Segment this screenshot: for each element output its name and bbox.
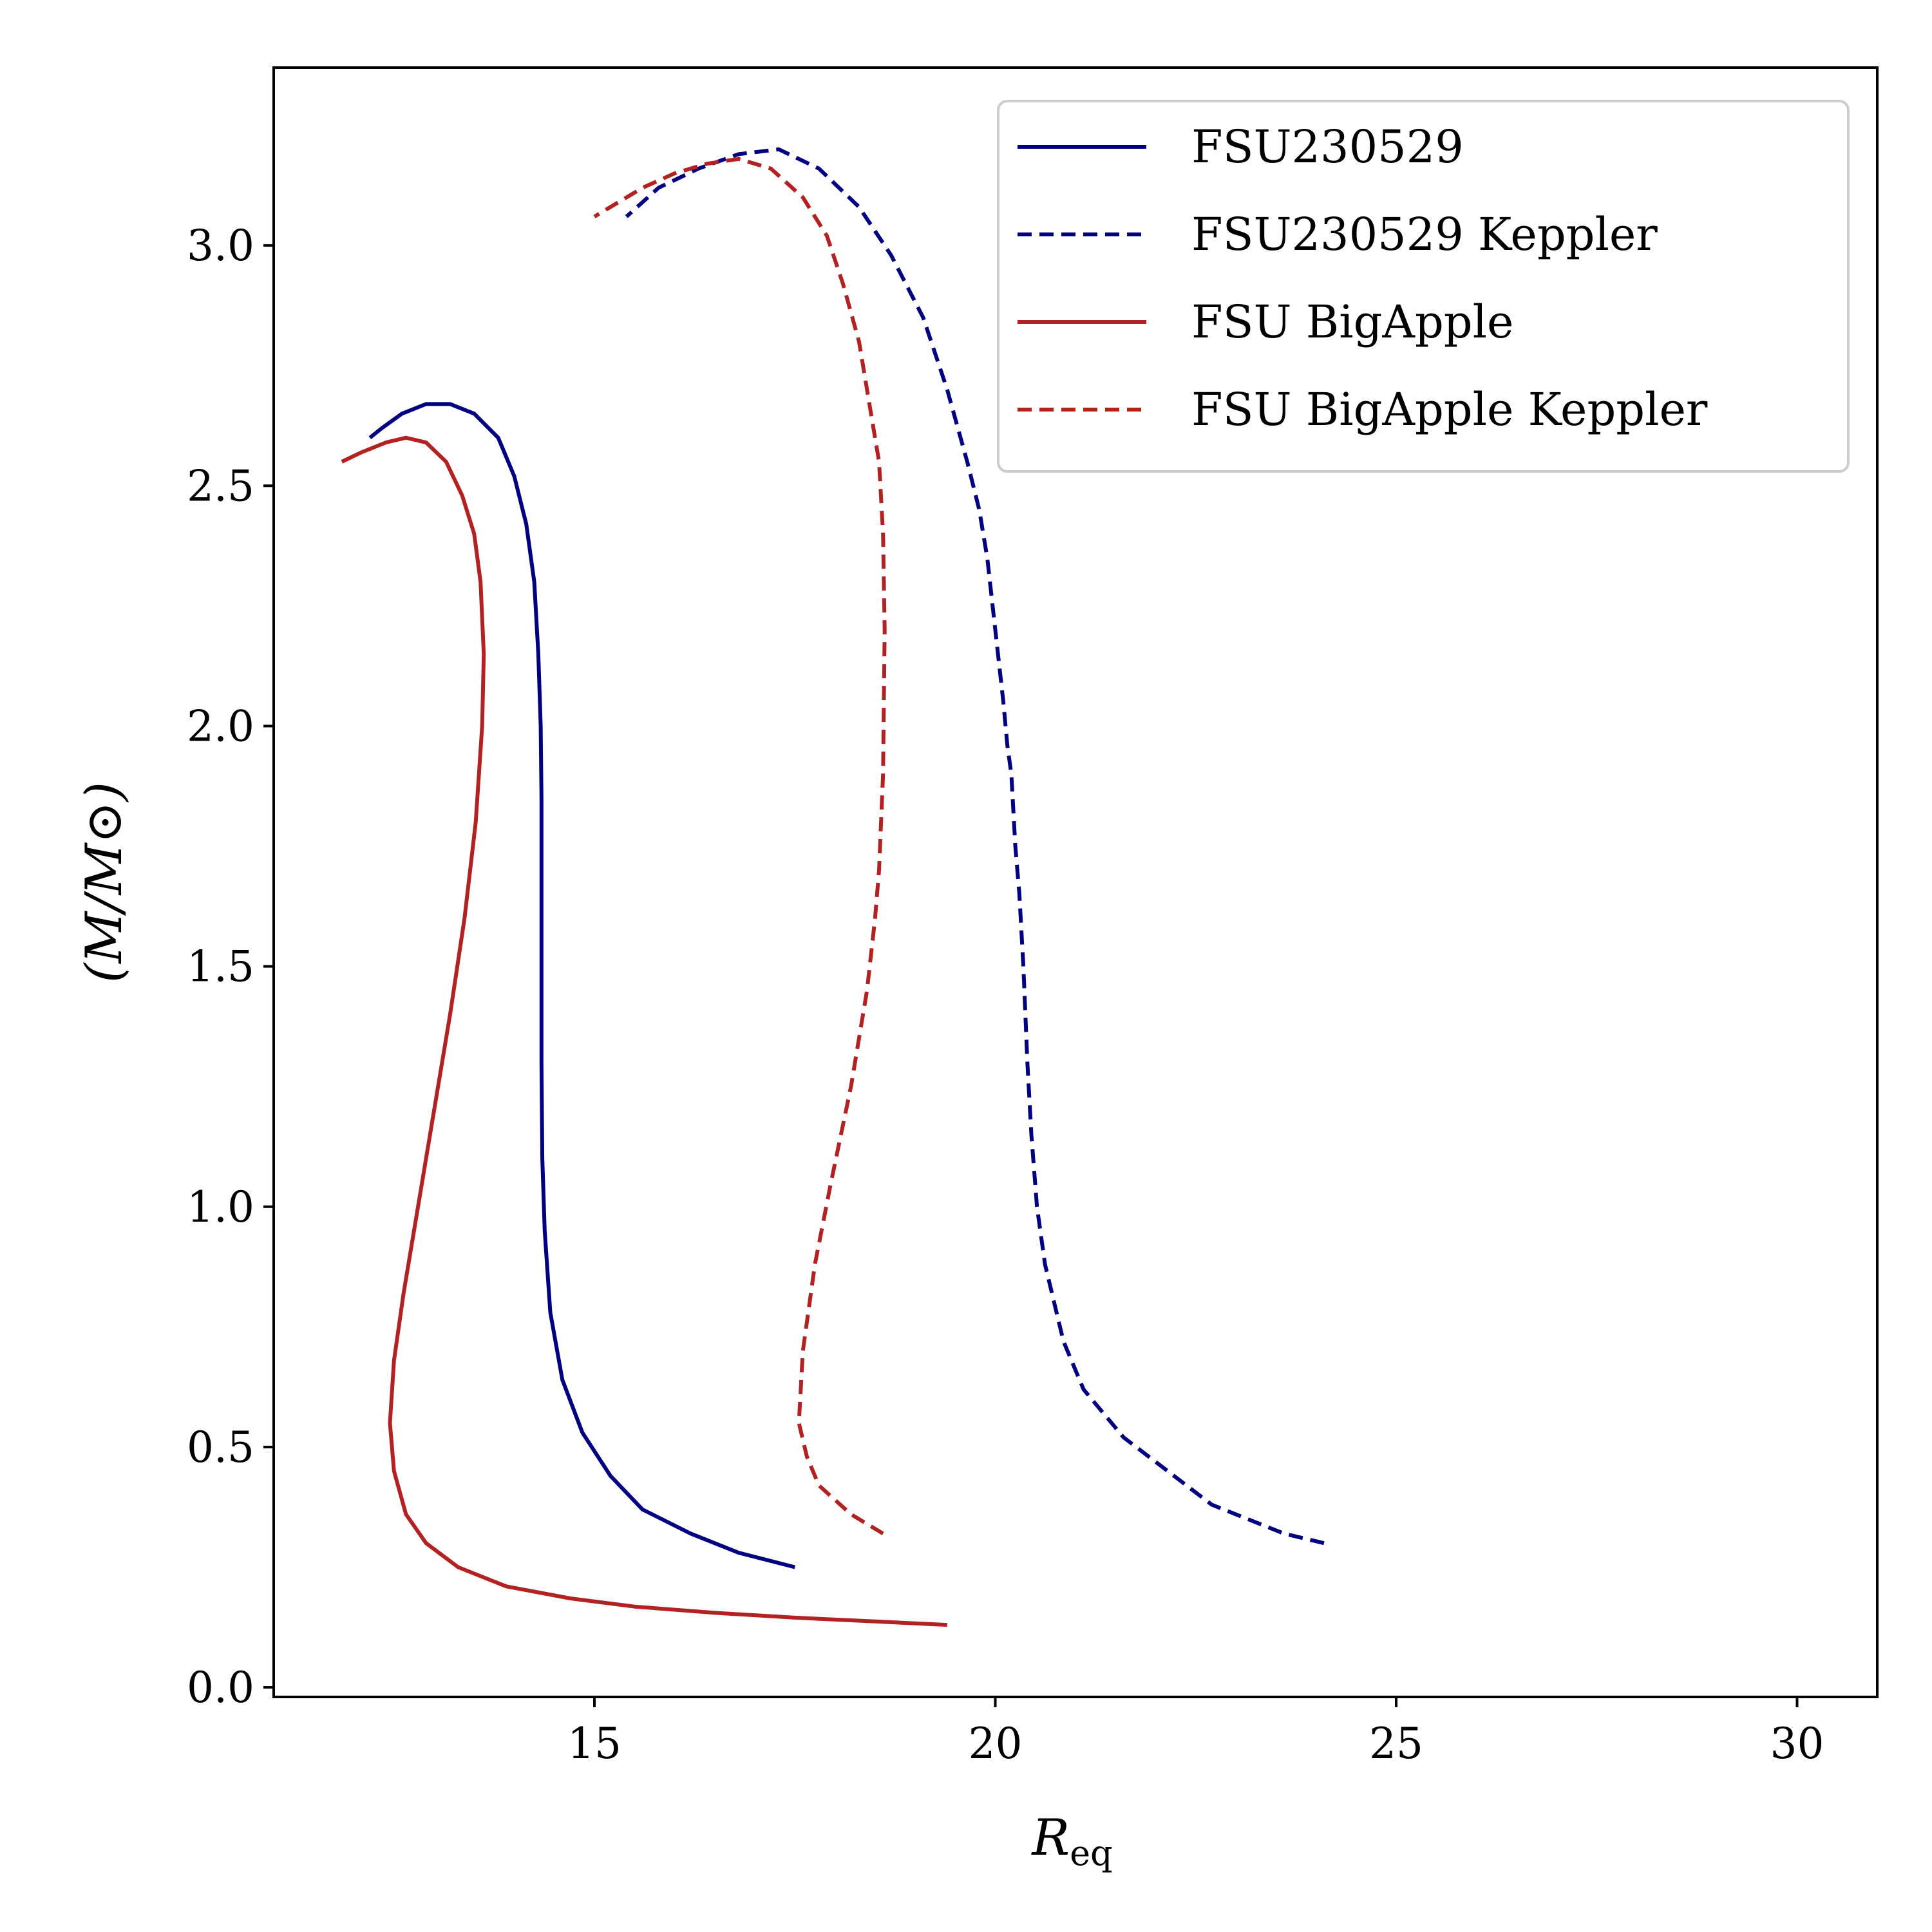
legend-label-2: FSU BigApple (1191, 296, 1513, 348)
y-axis: 0.0 0.5 1.0 1.5 2.0 2.5 3.0 (187, 221, 274, 1712)
x-tick-label: 20 (969, 1719, 1023, 1768)
legend-label-3: FSU BigApple Keppler (1191, 383, 1708, 436)
series-line-1 (625, 147, 1325, 1546)
x-axis-label-main: R (1030, 1809, 1070, 1867)
legend-box (997, 100, 1850, 473)
series-line-2 (341, 435, 947, 1627)
x-axis: 15 20 25 30 (567, 1697, 1824, 1768)
x-axis-label-subscript: eq (1070, 1833, 1113, 1873)
x-tick-label: 15 (567, 1719, 621, 1768)
series-layer (341, 147, 1325, 1627)
legend: FSU230529 FSU230529 Keppler FSU BigApple FS… (997, 100, 1850, 473)
y-tick-label: 2.5 (187, 461, 254, 511)
x-tick-label: 30 (1770, 1719, 1824, 1768)
series-line-3 (593, 156, 887, 1535)
y-tick-label: 0.0 (187, 1663, 254, 1712)
y-tick-label: 1.0 (187, 1182, 254, 1232)
x-axis-label: Req (1030, 1809, 1112, 1873)
x-tick-label: 25 (1369, 1719, 1423, 1768)
y-tick-label: 2.0 (187, 701, 254, 751)
series-line-0 (368, 402, 796, 1569)
legend-label-0: FSU230529 (1191, 120, 1464, 173)
y-axis-label: (M/M⊙) (75, 782, 133, 983)
y-tick-label: 3.0 (187, 221, 254, 270)
plot-frame (272, 66, 1879, 1698)
legend-label-1: FSU230529 Keppler (1191, 208, 1658, 261)
y-tick-label: 1.5 (187, 942, 254, 992)
y-tick-label: 0.5 (187, 1423, 254, 1472)
